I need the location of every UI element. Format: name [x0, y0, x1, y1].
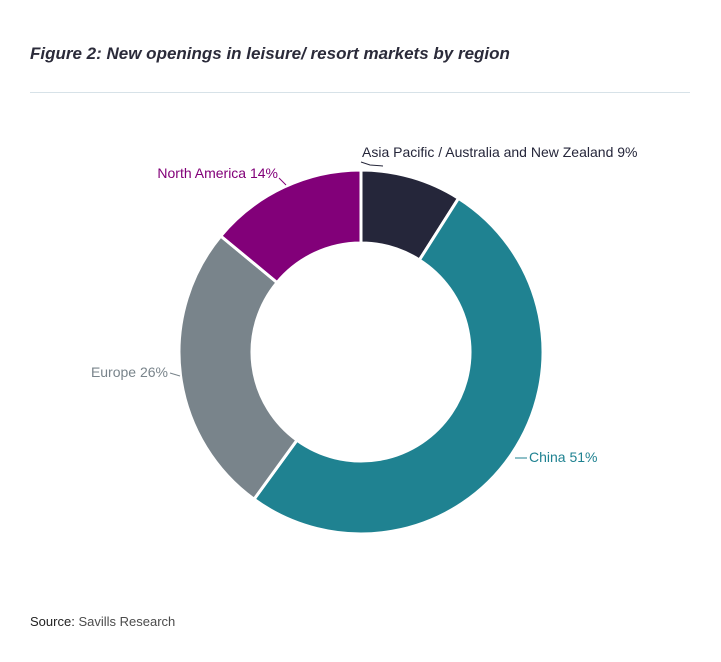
slice-china — [251, 196, 545, 536]
title-divider — [30, 92, 690, 93]
slice-north-america — [218, 168, 363, 285]
leader-line-asia-pacific — [360, 161, 384, 167]
label-europe: Europe 26% — [91, 364, 168, 380]
source-label: Source: — [30, 614, 75, 629]
leader-line-north-america — [278, 177, 287, 186]
label-north-america: North America 14% — [157, 165, 278, 181]
leader-line-europe — [169, 372, 181, 377]
source-note: Source: Savills Research — [30, 614, 175, 629]
chart-title: Figure 2: New openings in leisure/ resor… — [30, 44, 510, 63]
slice-europe — [177, 233, 300, 502]
label-asia-pacific: Asia Pacific / Australia and New Zealand… — [362, 144, 637, 160]
source-text: Savills Research — [78, 614, 176, 629]
label-china: China 51% — [529, 449, 598, 465]
